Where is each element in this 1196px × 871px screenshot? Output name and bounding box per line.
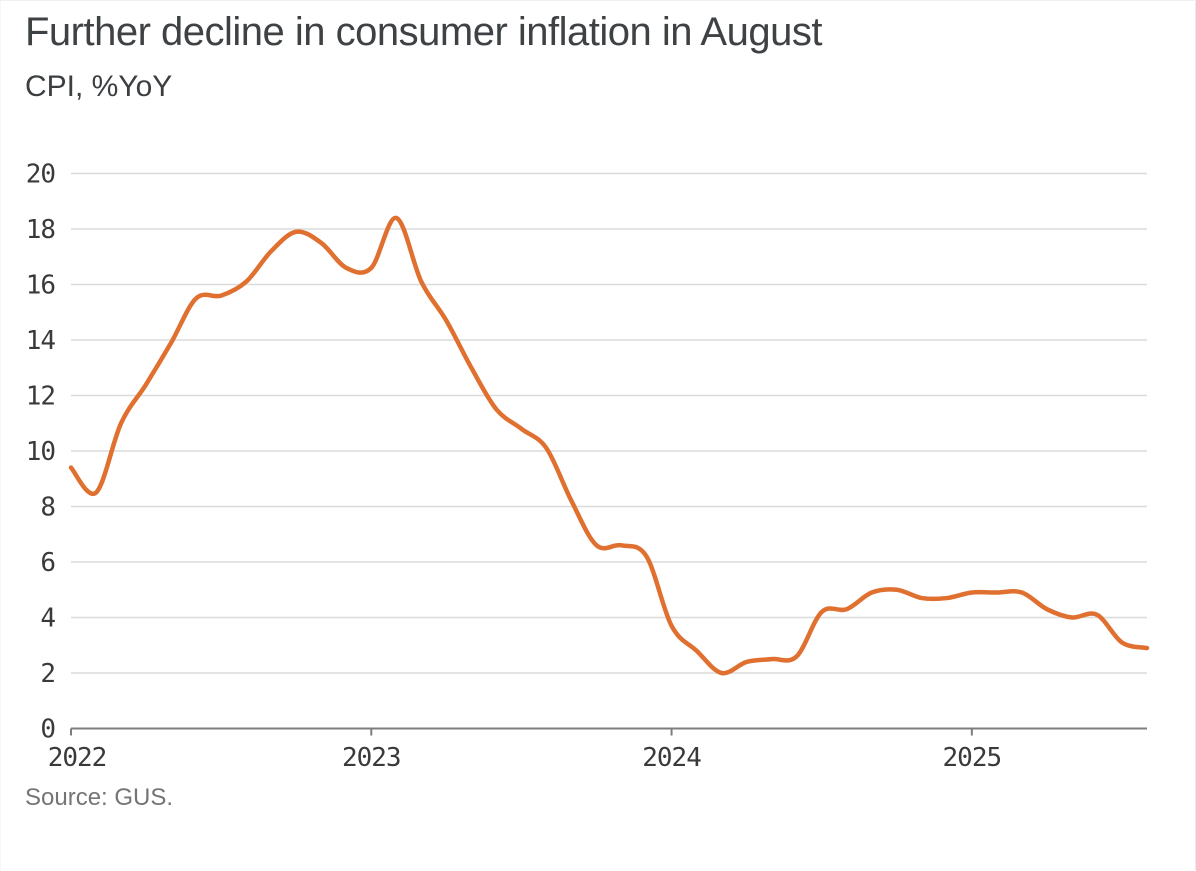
x-axis-label: 2025 (943, 743, 1002, 773)
y-axis-label: 8 (40, 493, 55, 523)
y-axis-label: 16 (26, 271, 55, 301)
y-axis-label: 12 (26, 382, 55, 412)
source-note: Source: GUS. (25, 784, 174, 811)
y-axis-label: 0 (40, 715, 55, 745)
y-axis-label: 4 (40, 604, 55, 634)
y-axis-label: 14 (26, 326, 56, 356)
chart-subtitle: CPI, %YoY (25, 70, 173, 103)
y-axis-label: 10 (26, 437, 55, 467)
chart-title: Further decline in consumer inflation in… (25, 10, 822, 54)
x-axis-label: 2024 (642, 743, 701, 773)
y-axis-label: 18 (26, 215, 55, 245)
y-axis-label: 6 (40, 548, 55, 578)
y-axis-label: 20 (26, 160, 55, 190)
cpi-line-series (68, 215, 1150, 676)
y-axis-label: 2 (40, 659, 55, 689)
x-axis-label: 2022 (48, 743, 107, 773)
x-axis-label: 2023 (342, 743, 401, 773)
